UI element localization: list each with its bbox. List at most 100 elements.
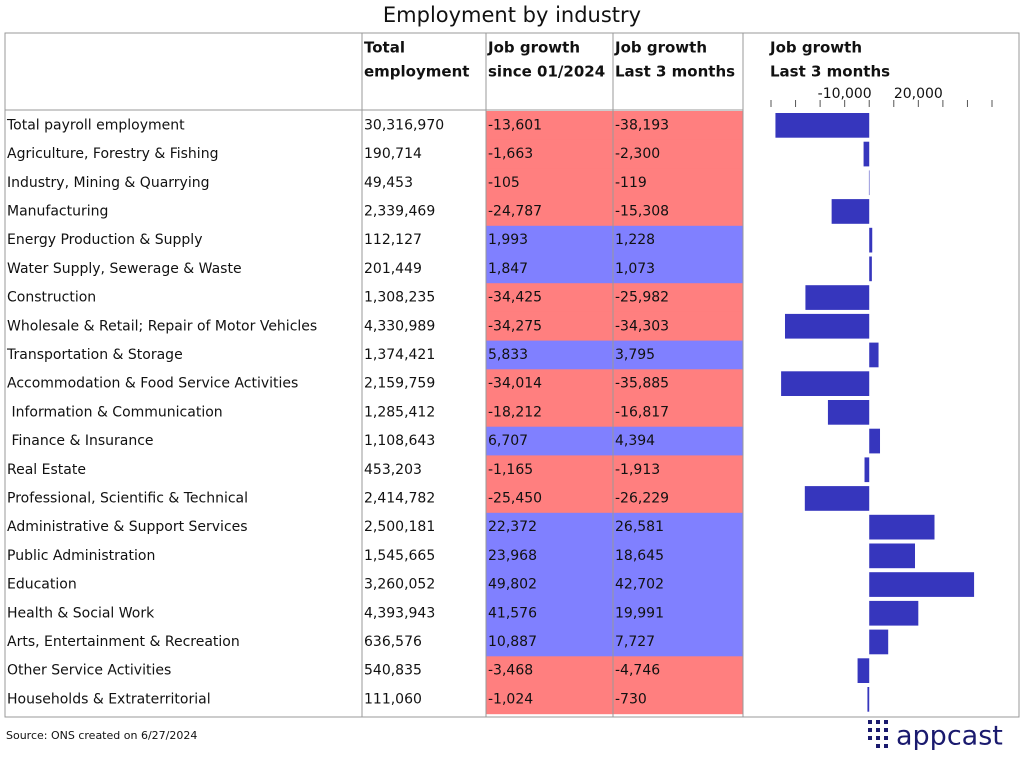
cell: Industry, Mining & Quarrying: [7, 175, 209, 191]
growth-cell: [486, 455, 743, 485]
cell: 1,993: [488, 232, 528, 248]
cell: Wholesale & Retail; Repair of Motor Vehi…: [7, 318, 317, 334]
bar: [857, 658, 870, 683]
bar: [781, 371, 870, 396]
cell: 42,702: [615, 577, 664, 593]
growth-cell: [486, 512, 743, 542]
cell: 190,714: [364, 146, 422, 162]
cell: -15,308: [615, 203, 669, 219]
growth-cell: [486, 225, 743, 255]
cell: 453,203: [364, 462, 422, 478]
growth-cell: [486, 685, 743, 715]
bar: [869, 514, 935, 540]
growth-cell: [486, 598, 743, 629]
logo: appcast: [896, 721, 1003, 752]
bar: [869, 428, 881, 454]
bar: [869, 256, 872, 282]
cell: Households & Extraterritorial: [7, 691, 211, 707]
cell: Finance & Insurance: [7, 433, 154, 449]
cell: 30,316,970: [364, 117, 444, 133]
bar: [869, 629, 889, 655]
bar: [869, 342, 879, 368]
cell: -2,300: [615, 146, 660, 162]
cell: 3,795: [615, 347, 655, 363]
cell: Accommodation & Food Service Activities: [7, 376, 298, 392]
cell: -34,425: [488, 290, 542, 306]
cell: -1,913: [615, 462, 660, 478]
cell: -34,303: [615, 318, 669, 334]
cell: -1,663: [488, 146, 533, 162]
cell: Total payroll employment: [6, 117, 185, 133]
cell: -25,450: [488, 490, 542, 506]
cell: -34,275: [488, 318, 542, 334]
cell: 10,887: [488, 634, 537, 650]
growth-cell: [486, 139, 743, 169]
cell: -730: [615, 691, 647, 707]
bar: [867, 687, 870, 712]
cell: 540,835: [364, 663, 422, 679]
bar: [775, 113, 870, 138]
growth-cell: [486, 426, 743, 456]
bar: [869, 600, 919, 626]
growth-cell: [486, 197, 743, 227]
cell: 2,159,759: [364, 376, 435, 392]
growth-cell: [486, 369, 743, 399]
cell: 112,127: [364, 232, 422, 248]
column-header: Total: [364, 39, 405, 57]
cell: -4,746: [615, 663, 660, 679]
bar: [831, 199, 870, 224]
cell: 636,576: [364, 634, 422, 650]
cell: -26,229: [615, 490, 669, 506]
cell: -38,193: [615, 117, 669, 133]
cell: 22,372: [488, 519, 537, 535]
bar: [864, 457, 870, 483]
title: Employment by industry: [383, 3, 641, 27]
cell: 1,847: [488, 261, 528, 277]
x-tick-label: 20,000: [894, 86, 943, 102]
x-tick-label: -10,000: [818, 86, 872, 102]
cell: 1,228: [615, 232, 655, 248]
cell: 1,545,665: [364, 548, 435, 564]
bar: [863, 141, 870, 167]
growth-cell: [486, 541, 743, 571]
cell: Water Supply, Sewerage & Waste: [7, 261, 242, 277]
bar: [784, 313, 870, 339]
cell: 4,393,943: [364, 605, 435, 621]
cell: 19,991: [615, 605, 664, 621]
cell: Information & Communication: [7, 404, 223, 420]
cell: 23,968: [488, 548, 537, 564]
cell: 1,374,421: [364, 347, 435, 363]
bar: [804, 486, 870, 511]
growth-cell: [486, 656, 743, 686]
cell: -24,787: [488, 203, 542, 219]
source: Source: ONS created on 6/27/2024: [6, 729, 197, 742]
cell: 4,330,989: [364, 318, 435, 334]
growth-cell: [486, 484, 743, 514]
cell: Construction: [7, 290, 96, 306]
cell: 2,500,181: [364, 519, 435, 535]
cell: Arts, Entertainment & Recreation: [7, 634, 240, 650]
cell: Health & Social Work: [7, 605, 155, 621]
cell: -18,212: [488, 404, 542, 420]
cell: -1,165: [488, 462, 533, 478]
cells: [486, 111, 743, 715]
cell: -105: [488, 175, 520, 191]
frame: [4, 32, 1020, 718]
cell: 7,727: [615, 634, 655, 650]
cell: 6,707: [488, 433, 528, 449]
cell: 26,581: [615, 519, 664, 535]
cell: Real Estate: [7, 462, 86, 478]
cell: 3,260,052: [364, 577, 435, 593]
growth-cell: [486, 398, 743, 428]
cell: 41,576: [488, 605, 537, 621]
chart-title: Last 3 months: [770, 63, 890, 81]
logo-mark: [868, 720, 888, 748]
cell: Public Administration: [7, 548, 155, 564]
cell: 1,108,643: [364, 433, 435, 449]
bar: [805, 285, 870, 310]
cell: 49,453: [364, 175, 413, 191]
growth-cell: [486, 311, 743, 342]
bar: [869, 227, 873, 253]
column-header: since 01/2024: [488, 63, 605, 81]
cell: -25,982: [615, 290, 669, 306]
